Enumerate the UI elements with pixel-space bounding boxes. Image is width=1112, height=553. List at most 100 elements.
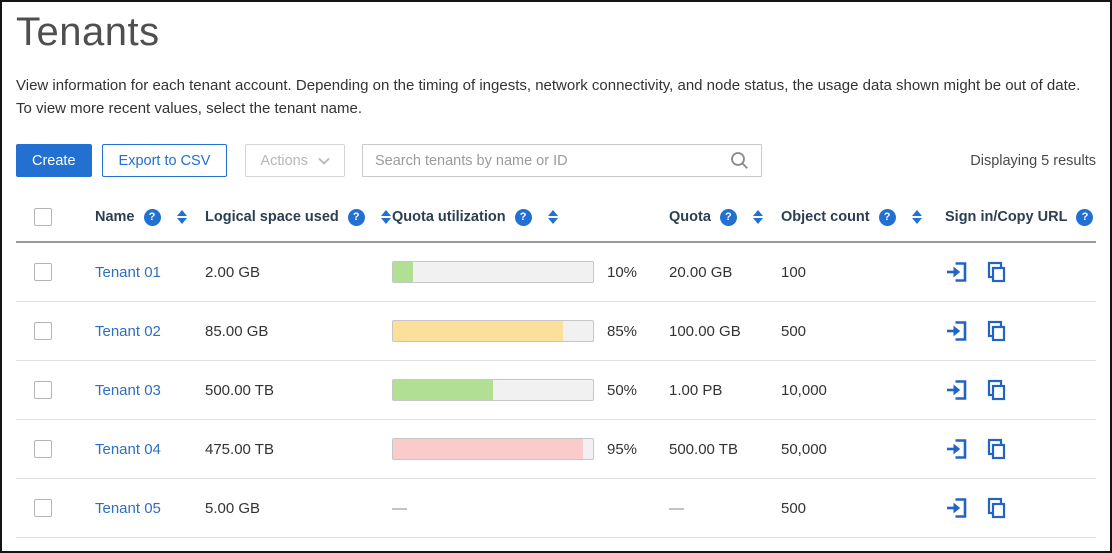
tenant-link[interactable]: Tenant 05 [95, 499, 161, 517]
help-icon[interactable]: ? [719, 208, 737, 226]
help-icon[interactable]: ? [1076, 208, 1094, 226]
row-checkbox-cell [16, 440, 95, 458]
table-row: Tenant 04 475.00 TB 95% 500.00 TB 50,000 [16, 420, 1096, 479]
signin-copy-cell [932, 378, 1096, 402]
quota-cell: 20.00 GB [669, 263, 733, 281]
utilization-percent: 85% [607, 322, 638, 340]
quota-utilization-cell: 85% [392, 320, 669, 342]
copy-url-button[interactable] [984, 319, 1008, 343]
quota-cell: 100.00 GB [669, 322, 741, 340]
toolbar: Create Export to CSV Actions Displaying … [16, 144, 1096, 177]
page-title: Tenants [16, 10, 160, 54]
copy-url-button[interactable] [984, 496, 1008, 520]
table-body: Tenant 01 2.00 GB 10% 20.00 GB 100 [16, 243, 1096, 538]
logical-space-cell: 475.00 TB [205, 440, 274, 458]
row-checkbox-cell [16, 263, 95, 281]
row-checkbox[interactable] [34, 381, 52, 399]
copy-icon [984, 438, 1008, 464]
copy-icon [984, 497, 1008, 523]
quota-cell: 1.00 PB [669, 381, 723, 399]
sign-in-button[interactable] [945, 496, 969, 520]
copy-icon [984, 261, 1008, 287]
sign-in-button[interactable] [945, 319, 969, 343]
signin-copy-cell [932, 319, 1096, 343]
sign-in-button[interactable] [945, 378, 969, 402]
utilization-bar [392, 379, 594, 401]
table-header-row: Name ? Logical space used ? Quota utiliz… [16, 193, 1096, 243]
signin-copy-cell [932, 496, 1096, 520]
object-count-cell: 50,000 [781, 440, 827, 458]
quota-utilization-cell: 50% [392, 379, 669, 401]
sort-icon[interactable] [176, 210, 187, 224]
tenant-name-cell: Tenant 02 [95, 323, 205, 340]
sort-icon[interactable] [752, 210, 763, 224]
copy-url-button[interactable] [984, 437, 1008, 461]
search-icon[interactable] [729, 150, 750, 176]
utilization-bar-fill [393, 380, 493, 400]
logical-space-cell: 2.00 GB [205, 263, 261, 281]
row-checkbox[interactable] [34, 499, 52, 517]
sign-in-icon [945, 262, 969, 287]
sort-icon[interactable] [380, 210, 391, 224]
tenant-name-cell: Tenant 05 [95, 500, 205, 517]
tenant-link[interactable]: Tenant 02 [95, 322, 161, 340]
sort-icon[interactable] [547, 210, 558, 224]
table-row: Tenant 03 500.00 TB 50% 1.00 PB 10,000 [16, 361, 1096, 420]
logical-space-cell: 5.00 GB [205, 499, 261, 517]
utilization-bar-fill [393, 321, 563, 341]
copy-url-button[interactable] [984, 378, 1008, 402]
tenant-name-cell: Tenant 01 [95, 264, 205, 281]
export-to-csv-button[interactable]: Export to CSV [101, 144, 228, 177]
select-all-checkbox[interactable] [34, 208, 52, 226]
copy-icon [984, 320, 1008, 346]
row-checkbox[interactable] [34, 440, 52, 458]
sign-in-icon [945, 439, 969, 464]
row-checkbox[interactable] [34, 322, 52, 340]
help-icon[interactable]: ? [143, 208, 161, 226]
sign-in-button[interactable] [945, 437, 969, 461]
quota-utilization-cell: 10% [392, 261, 669, 283]
tenant-link[interactable]: Tenant 04 [95, 440, 161, 458]
column-header-quota: Quota ? [669, 208, 781, 226]
column-label: Quota [669, 209, 711, 225]
quota-cell: — [669, 499, 684, 517]
header-checkbox-cell [16, 208, 95, 226]
page-description-line1: View information for each tenant account… [16, 77, 1081, 94]
help-icon[interactable]: ? [878, 208, 896, 226]
sign-in-button[interactable] [945, 260, 969, 284]
help-icon[interactable]: ? [347, 208, 365, 226]
results-count: Displaying 5 results [970, 152, 1096, 169]
column-header-signin-copy-url: Sign in/Copy URL ? [932, 208, 1096, 226]
copy-url-button[interactable] [984, 260, 1008, 284]
logical-space-cell: 500.00 TB [205, 381, 274, 399]
table-row: Tenant 01 2.00 GB 10% 20.00 GB 100 [16, 243, 1096, 302]
copy-icon [984, 379, 1008, 405]
tenant-link[interactable]: Tenant 01 [95, 263, 161, 281]
quota-cell: 500.00 TB [669, 440, 738, 458]
column-header-object-count: Object count ? [781, 208, 932, 226]
column-label: Name [95, 209, 135, 225]
column-header-name: Name ? [95, 208, 205, 226]
column-label: Sign in/Copy URL [945, 209, 1068, 225]
page-description: View information for each tenant account… [16, 75, 1096, 120]
signin-copy-cell [932, 260, 1096, 284]
object-count-cell: 500 [781, 499, 807, 517]
column-label: Quota utilization [392, 209, 506, 225]
sign-in-icon [945, 380, 969, 405]
actions-label: Actions [260, 152, 308, 169]
page-description-line2: To view more recent values, select the t… [16, 99, 363, 117]
create-button[interactable]: Create [16, 144, 92, 177]
tenants-table: Name ? Logical space used ? Quota utiliz… [16, 193, 1096, 538]
sort-icon[interactable] [911, 210, 922, 224]
quota-utilization-cell: — [392, 500, 669, 517]
row-checkbox-cell [16, 499, 95, 517]
quota-utilization-cell: 95% [392, 438, 669, 460]
row-checkbox[interactable] [34, 263, 52, 281]
tenant-link[interactable]: Tenant 03 [95, 381, 161, 399]
signin-copy-cell [932, 437, 1096, 461]
help-icon[interactable]: ? [514, 208, 532, 226]
search-input[interactable] [361, 144, 762, 177]
tenant-name-cell: Tenant 03 [95, 382, 205, 399]
actions-dropdown-button[interactable]: Actions [245, 144, 345, 177]
